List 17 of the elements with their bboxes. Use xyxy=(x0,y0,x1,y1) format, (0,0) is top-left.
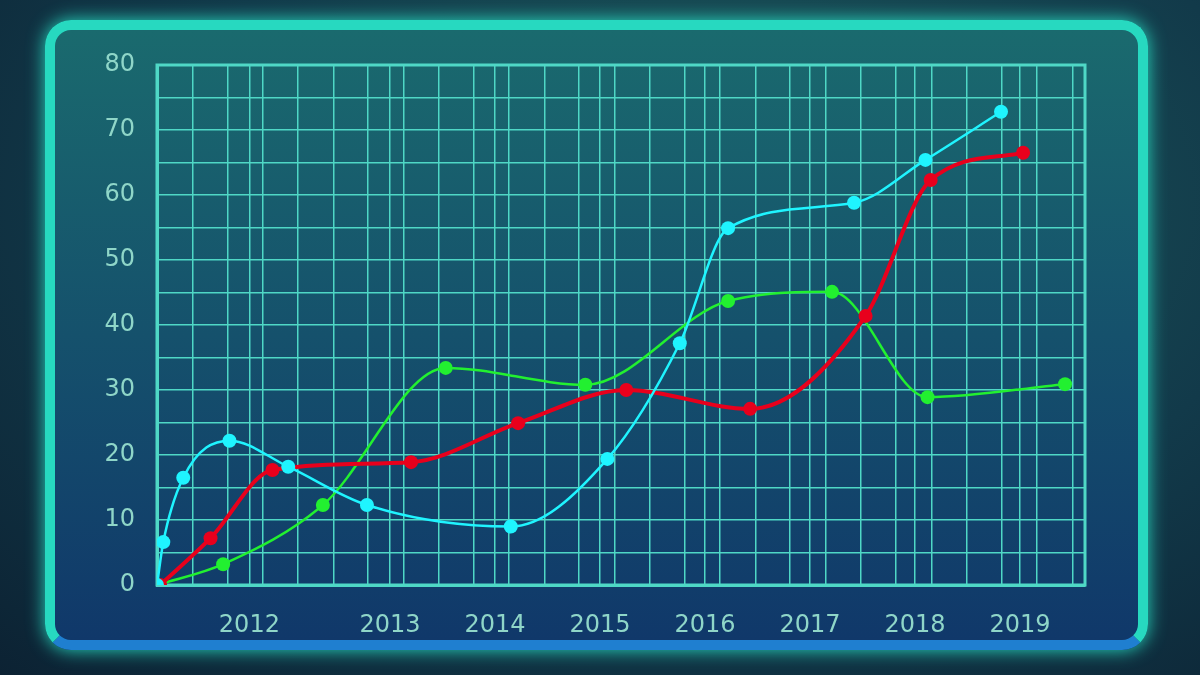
x-tick-label: 2017 xyxy=(779,609,841,638)
x-tick-label: 2012 xyxy=(218,609,280,638)
x-tick-label: 2016 xyxy=(674,609,736,638)
y-tick-label: 70 xyxy=(104,114,135,143)
x-tick-label: 2014 xyxy=(464,609,526,638)
y-tick-label: 10 xyxy=(104,504,135,533)
y-tick-label: 60 xyxy=(104,179,135,208)
y-tick-label: 40 xyxy=(104,309,135,338)
x-tick-label: 2013 xyxy=(359,609,421,638)
y-tick-label: 80 xyxy=(104,49,135,78)
y-tick-label: 20 xyxy=(104,439,135,468)
x-tick-label: 2015 xyxy=(569,609,631,638)
x-tick-label: 2019 xyxy=(989,609,1051,638)
x-tick-label: 2018 xyxy=(884,609,946,638)
y-tick-label: 50 xyxy=(104,244,135,273)
y-tick-label: 0 xyxy=(119,569,135,598)
y-tick-label: 30 xyxy=(104,374,135,403)
